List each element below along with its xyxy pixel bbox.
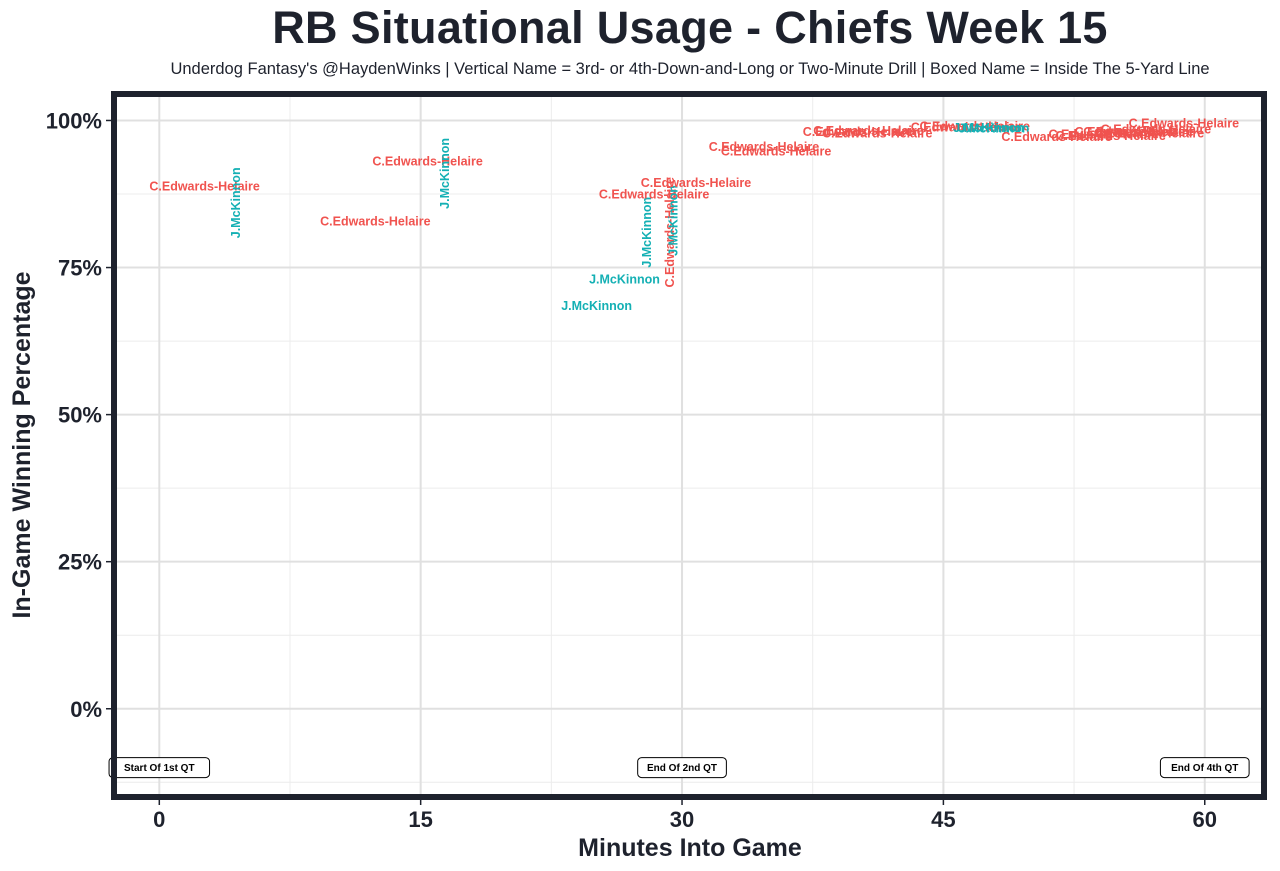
quarter-annotation-box [637, 757, 727, 779]
x-tick-label: 0 [153, 807, 165, 832]
chart-subtitle: Underdog Fantasy's @HaydenWinks | Vertic… [170, 60, 1210, 78]
player-label: C.Edwards-Helaire [372, 155, 483, 169]
player-label: C.Edwards-Helaire [1101, 122, 1212, 136]
player-label: C.Edwards-Helaire [1083, 125, 1194, 139]
quarter-annotation-box [1159, 757, 1250, 779]
x-tick-label: 60 [1193, 807, 1217, 832]
player-label: J.McKinnon [666, 185, 680, 256]
player-label: C.Edwards-Helaire [1094, 126, 1205, 140]
gridlines [114, 94, 1264, 797]
player-label: C.Edwards-Helaire [149, 179, 260, 193]
player-label: J.McKinnon [438, 138, 452, 209]
quarter-annotations: Start Of 1st QT End Of 2nd QT End Of 4th Q… [108, 757, 1250, 779]
player-label: C.Edwards-Helaire [641, 176, 752, 190]
x-tick-label: 45 [931, 807, 955, 832]
player-label: C.Edwards-Helaire [822, 126, 933, 140]
y-tick-label: 0% [70, 697, 102, 722]
x-tick-label: 30 [670, 807, 694, 832]
player-label: C.Edwards-Helaire [803, 125, 914, 139]
quarter-annotation-label: End Of 4th QT [1171, 763, 1238, 774]
x-axis-title: Minutes Into Game [578, 834, 802, 862]
quarter-annotation-label: End Of 2nd QT [647, 763, 717, 774]
x-axis-ticks: 0 15 30 45 60 [153, 800, 1217, 832]
y-tick-label: 75% [58, 256, 102, 281]
player-label: C.Edwards-Helaire [599, 188, 710, 202]
y-axis-title: In-Game Winning Percentage [8, 271, 36, 618]
y-axis-ticks: 0% 25% 50% 75% 100% [46, 108, 111, 722]
player-label: C.Edwards-Helaire [813, 124, 924, 138]
quarter-annotation-box [108, 757, 211, 779]
player-label: J.McKinnon [229, 167, 243, 238]
y-tick-label: 25% [58, 550, 102, 575]
y-tick-label: 50% [58, 403, 102, 428]
panel-border [111, 91, 1267, 800]
player-label: C.Edwards-Helaire [1129, 116, 1240, 130]
player-label: J.McKinnon [589, 272, 660, 286]
player-label: C.Edwards-Helaire [320, 215, 431, 229]
player-label: J.McKinnon [959, 122, 1030, 136]
player-label: C.Edwards-Helaire [709, 140, 820, 154]
quarter-annotation-label: Start Of 1st QT [124, 763, 195, 774]
player-label: J.McKinnon [640, 197, 654, 268]
player-label: C.Edwards-Helaire [1048, 128, 1159, 142]
y-tick-label: 100% [46, 108, 102, 133]
player-label: J.McKinnon [561, 299, 632, 313]
player-label: C.Edwards-Helaire [1075, 125, 1186, 139]
player-label: C.Edwards-Helaire [721, 145, 832, 159]
x-tick-label: 15 [408, 807, 432, 832]
player-label: C.Edwards-Helaire [1001, 130, 1112, 144]
chart-title: RB Situational Usage - Chiefs Week 15 [272, 2, 1108, 53]
player-label: C.Edwards-Helaire [1055, 129, 1166, 143]
player-label: J.McKinnon [953, 121, 1024, 135]
player-label: C.Edwards-Helaire [920, 119, 1031, 133]
player-label: C.Edwards-Helaire [663, 177, 677, 288]
player-label: C.Edwards-Helaire [911, 121, 1022, 135]
